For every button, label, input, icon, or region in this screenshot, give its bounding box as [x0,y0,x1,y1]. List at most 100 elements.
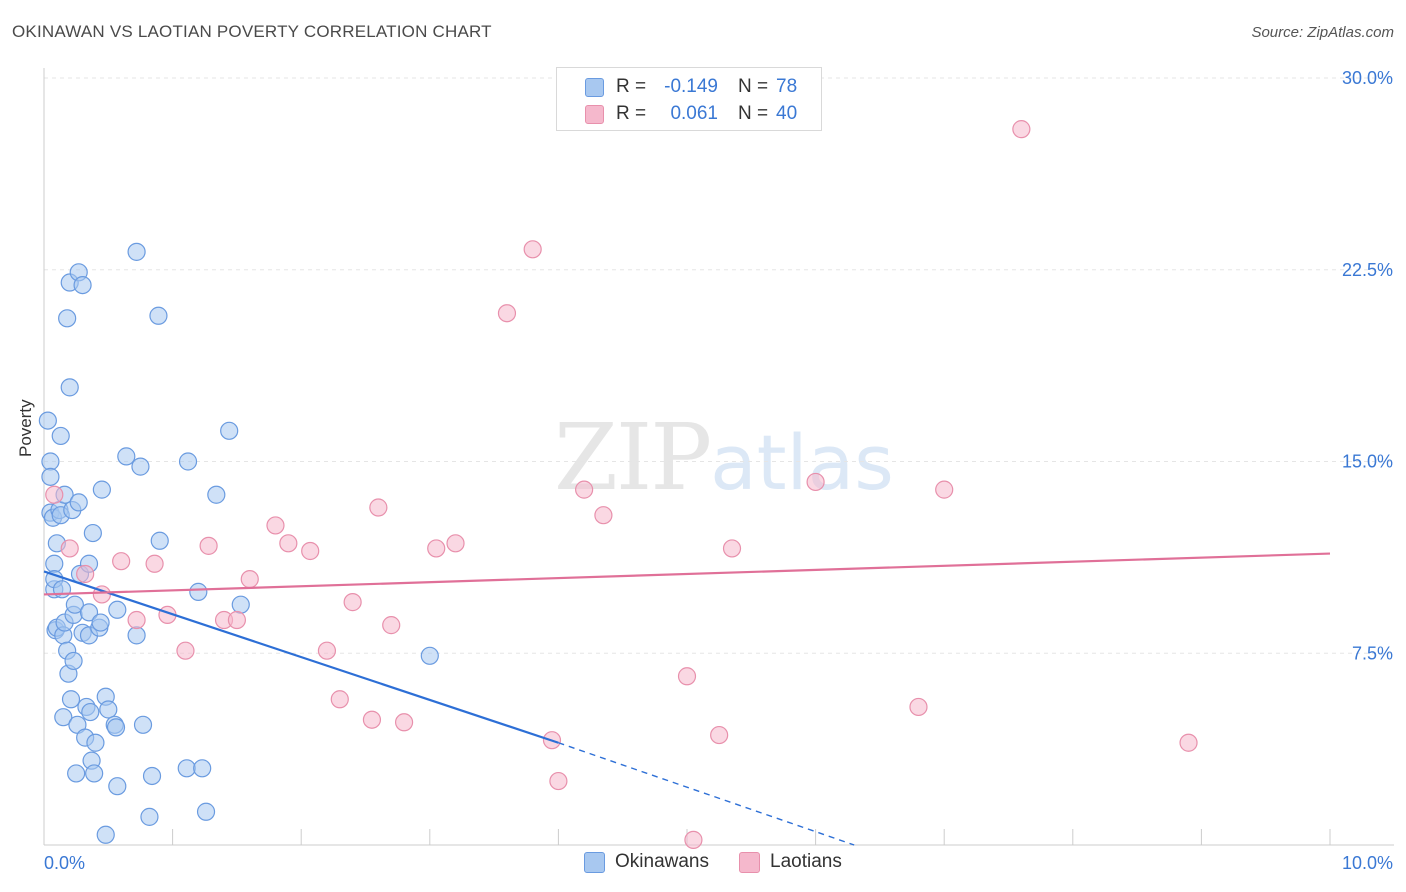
okinawan-point [85,764,104,783]
source-label: Source: ZipAtlas.com [1251,24,1394,41]
okinawan-point [142,766,162,786]
y-tick-label: 22.5% [1342,260,1393,280]
laotian-point [279,534,298,553]
laotian-point [427,539,446,558]
r-value: -0.149 [664,76,718,97]
laotian-point [446,534,465,553]
okinawan-point [67,764,86,783]
okinawan-point [81,702,100,722]
laotian-point [240,570,259,589]
laotian-point [176,641,195,660]
okinawan-point [177,759,196,778]
r-label: R = [616,103,647,124]
correlation-legend: R = -0.149 N = 78 R = 0.061 N = 40 [556,67,822,131]
okinawans-trend-extension [558,742,855,846]
laotian-point [301,541,320,561]
okinawan-point [150,531,169,550]
x-tick-label: 0.0% [44,853,85,873]
y-tick-label: 30.0% [1342,68,1393,88]
laotians-swatch [585,104,604,124]
n-value: 40 [776,103,798,124]
laotian-point [45,485,64,504]
okinawan-point [127,626,146,645]
okinawans-legend-label: Okinawans [615,851,709,872]
okinawan-point [193,759,212,778]
okinawan-point [51,426,70,446]
okinawan-point [106,718,126,737]
legend-item-okinawans[interactable]: Okinawans [584,851,709,873]
okinawans-trend-line [43,570,559,744]
watermark-atlas: atlas [710,418,894,507]
laotian-point [523,240,542,259]
chart-title: OKINAWAN VS LAOTIAN POVERTY CORRELATION … [12,22,492,41]
okinawan-point [108,600,127,619]
okinawan-point [79,603,99,622]
laotian-point [1179,733,1198,752]
okinawan-point [52,580,72,599]
okinawan-point [99,700,118,719]
okinawan-point [189,582,208,601]
okinawan-point [133,715,153,734]
laotian-point [369,498,388,517]
laotian-point [935,480,954,499]
okinawan-point [178,452,198,471]
okinawan-point [131,457,150,476]
laotian-point [684,830,703,849]
okinawan-point [45,554,64,573]
okinawan-point [61,690,81,709]
okinawan-point [60,378,79,397]
laotian-point [1012,120,1031,139]
laotian-point [806,472,825,492]
okinawan-point [58,309,77,328]
y-axis-label: Poverty [16,399,35,457]
laotian-point [362,710,382,729]
legend-row-okinawans: R = -0.149 N = 78 [585,74,797,100]
laotian-point [575,480,594,499]
okinawan-point [91,613,110,632]
laotian-point [266,516,285,535]
okinawan-point [73,275,92,295]
okinawan-point [207,485,226,504]
legend-row-laotians: R = 0.061 N = 40 [585,101,797,127]
laotians-legend-swatch [739,851,760,873]
okinawan-point [54,708,73,727]
okinawan-point [69,493,88,512]
okinawan-point [196,802,216,821]
y-tick-label: 15.0% [1342,452,1393,472]
laotian-point [76,564,95,584]
n-value: 78 [776,76,798,97]
okinawan-point [38,411,57,430]
okinawan-point [92,480,111,499]
laotian-point [145,554,164,573]
okinawan-point [65,595,84,614]
okinawan-point [231,595,250,614]
laotian-point [227,610,246,630]
laotian-point [382,616,401,635]
r-value: 0.061 [670,103,718,124]
y-tick-label: 7.5% [1352,643,1393,663]
laotian-point [127,610,146,630]
r-label: R = [616,76,647,97]
laotian-point [112,552,131,571]
laotian-point [394,713,414,732]
laotian-point [60,539,79,558]
okinawan-point [140,807,159,826]
okinawans-swatch [585,77,604,97]
n-label: N = [738,103,769,124]
okinawan-point [41,452,60,471]
okinawan-point [420,646,439,665]
okinawan-point [127,242,146,261]
laotian-point [497,304,517,323]
okinawan-point [64,651,83,671]
okinawan-point [108,777,127,796]
legend-item-laotians[interactable]: Laotians [739,851,842,873]
laotian-point [330,690,349,709]
laotian-point [317,641,337,660]
okinawan-point [86,733,105,752]
okinawan-point [96,825,115,844]
laotian-point [909,697,928,717]
laotians-trend-line [43,552,1331,596]
laotian-point [549,771,568,791]
okinawan-point [117,447,136,466]
